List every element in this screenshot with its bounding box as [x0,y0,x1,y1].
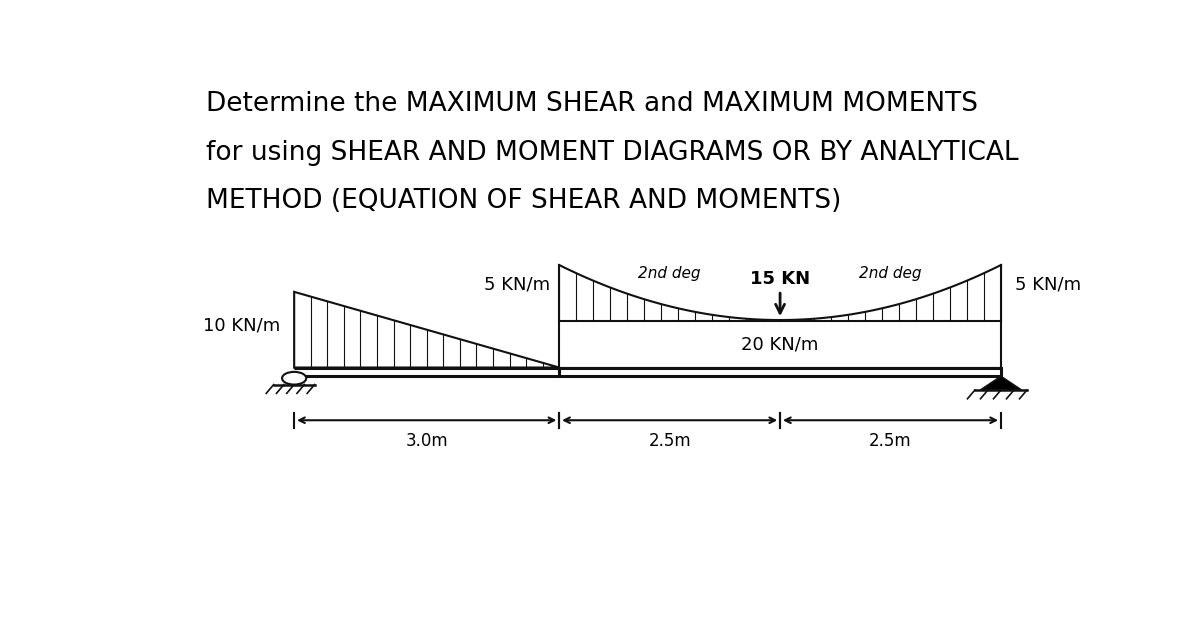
Text: 20 KN/m: 20 KN/m [742,335,818,353]
Text: Determine the MAXIMUM SHEAR and MAXIMUM MOMENTS: Determine the MAXIMUM SHEAR and MAXIMUM … [206,91,978,117]
Text: METHOD (EQUATION OF SHEAR AND MOMENTS): METHOD (EQUATION OF SHEAR AND MOMENTS) [206,188,841,214]
Text: 15 KN: 15 KN [750,270,810,288]
Text: 5 KN/m: 5 KN/m [484,276,550,294]
Text: 3.0m: 3.0m [406,432,448,450]
Text: 5 KN/m: 5 KN/m [1015,276,1081,294]
Circle shape [282,372,306,385]
Text: 2.5m: 2.5m [648,432,691,450]
Text: 2.5m: 2.5m [869,432,912,450]
Polygon shape [980,377,1021,390]
Text: for using SHEAR AND MOMENT DIAGRAMS OR BY ANALYTICAL: for using SHEAR AND MOMENT DIAGRAMS OR B… [206,139,1019,165]
Text: 2nd deg: 2nd deg [859,266,922,281]
Text: 2nd deg: 2nd deg [638,266,701,281]
Text: 10 KN/m: 10 KN/m [203,317,281,335]
